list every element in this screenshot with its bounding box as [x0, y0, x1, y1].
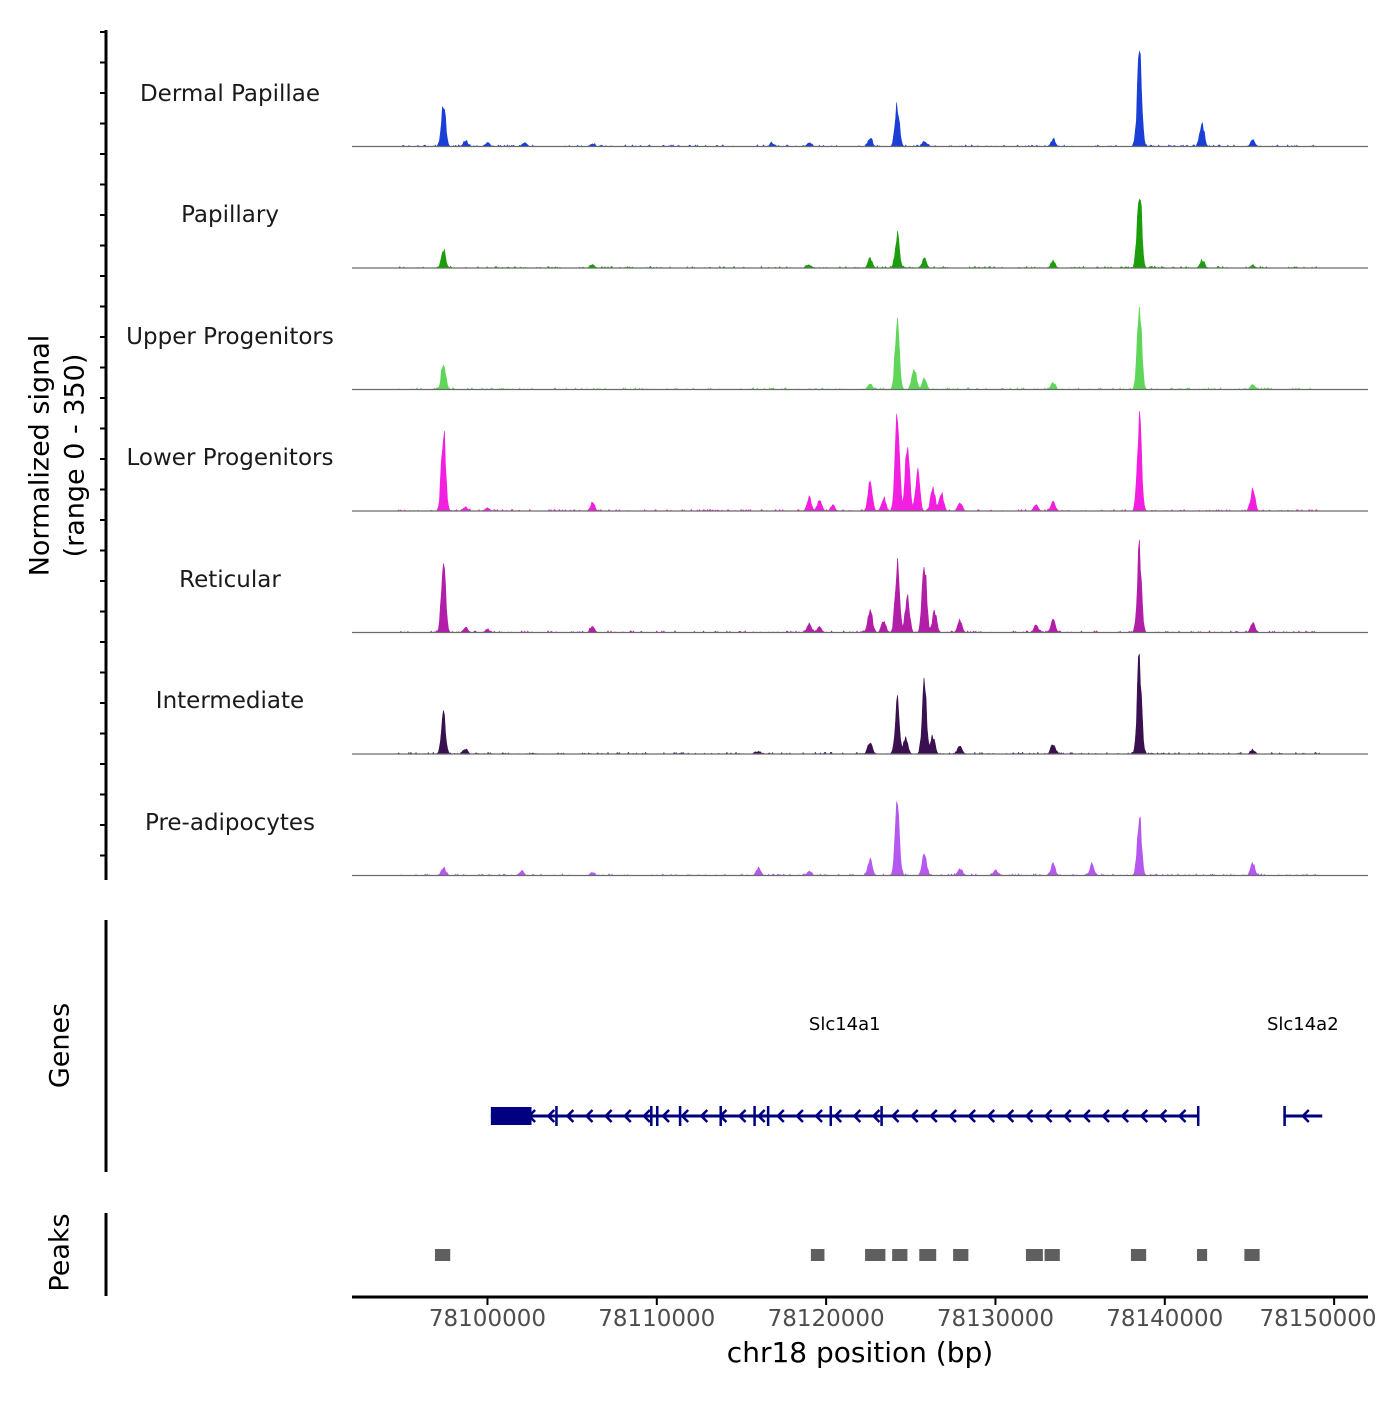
signal-area-upper-progenitors — [396, 306, 1321, 391]
signal-area-dermal-papillae — [397, 50, 1321, 148]
peak-region — [1025, 1249, 1043, 1261]
signal-area-lower-progenitors — [397, 410, 1321, 512]
strand-arrow — [756, 1109, 766, 1123]
strand-arrow — [814, 1109, 823, 1123]
gene-exon — [655, 1106, 659, 1126]
gene-exon — [678, 1106, 682, 1126]
track-label: Dermal Papillae — [139, 80, 321, 107]
signal-area-intermediate — [397, 653, 1321, 755]
strand-arrow — [642, 1109, 651, 1123]
strand-arrow — [909, 1109, 919, 1123]
strand-arrow — [1120, 1109, 1130, 1123]
strand-arrow — [622, 1109, 632, 1123]
gene-exon — [1196, 1106, 1200, 1126]
strand-arrow — [833, 1109, 843, 1123]
strand-arrow — [737, 1109, 747, 1123]
strand-arrow — [852, 1109, 862, 1123]
y-axis-title-line2: (range 0 - 350) — [59, 353, 91, 558]
track-label: Reticular — [179, 566, 281, 593]
gene-exon — [1283, 1106, 1286, 1126]
gene-exon — [766, 1106, 770, 1126]
y-axis-title-line1: Normalized signal — [24, 334, 56, 577]
strand-arrow — [871, 1109, 881, 1123]
peak-region — [919, 1249, 937, 1261]
x-tick-label: 78140000 — [1106, 1306, 1224, 1332]
gene-exon — [753, 1106, 756, 1126]
peak-region — [953, 1249, 969, 1261]
x-tick-label: 78100000 — [428, 1306, 546, 1332]
genes-panel-label: Genes — [44, 1002, 76, 1089]
strand-arrow — [1177, 1109, 1187, 1123]
x-tick-label: 78120000 — [767, 1306, 885, 1332]
strand-arrow — [967, 1109, 976, 1123]
strand-arrow — [565, 1109, 575, 1123]
gene-exon — [829, 1106, 833, 1126]
x-tick-label: 78110000 — [598, 1306, 716, 1332]
gene-label: Slc14a2 — [1266, 1014, 1339, 1035]
strand-arrow — [1024, 1109, 1034, 1123]
strand-arrow — [1139, 1109, 1149, 1123]
peak-region — [1044, 1249, 1060, 1261]
signal-area-reticular — [397, 539, 1321, 634]
strand-arrow — [584, 1109, 594, 1123]
gene-exon — [719, 1106, 722, 1126]
gene-exon — [490, 1107, 532, 1125]
strand-arrow — [1158, 1109, 1168, 1123]
track-label: Lower Progenitors — [126, 445, 334, 471]
strand-arrow — [776, 1109, 785, 1123]
peak-region — [1244, 1249, 1260, 1261]
peaks-panel-label: Peaks — [44, 1213, 76, 1292]
strand-arrow — [1043, 1109, 1053, 1123]
track-label: Upper Progenitors — [126, 323, 334, 350]
strand-arrow — [546, 1109, 556, 1123]
signal-area-pre-adipocytes — [397, 801, 1321, 877]
peak-region — [1130, 1249, 1147, 1261]
strand-arrow — [929, 1109, 938, 1123]
track-label: Intermediate — [155, 688, 305, 714]
strand-arrow — [661, 1109, 670, 1123]
strand-arrow — [1082, 1109, 1091, 1123]
gene-exon — [880, 1106, 883, 1126]
track-label: Papillary — [181, 202, 279, 228]
strand-arrow — [699, 1109, 709, 1123]
x-tick-label: 78130000 — [936, 1306, 1054, 1332]
gene-exon — [650, 1106, 653, 1126]
strand-arrow — [603, 1109, 613, 1123]
peak-region — [1196, 1249, 1208, 1261]
strand-arrow — [948, 1109, 957, 1123]
signal-area-papillary — [397, 199, 1321, 269]
strand-arrow — [1301, 1109, 1310, 1123]
peak-region — [434, 1249, 451, 1261]
gene-label: Slc14a1 — [808, 1014, 881, 1035]
strand-arrow — [1005, 1109, 1015, 1123]
strand-arrow — [986, 1109, 996, 1123]
x-tick-label: 78150000 — [1259, 1306, 1377, 1332]
strand-arrow — [1062, 1109, 1072, 1123]
gene-exon — [555, 1106, 558, 1126]
peak-region — [892, 1249, 908, 1261]
peak-region — [810, 1249, 825, 1261]
track-label: Pre-adipocytes — [144, 809, 316, 836]
strand-arrow — [1101, 1109, 1110, 1123]
strand-arrow — [795, 1109, 804, 1123]
peak-region — [865, 1249, 886, 1261]
strand-arrow — [890, 1109, 900, 1123]
strand-arrow — [680, 1109, 690, 1123]
x-axis-title: chr18 position (bp) — [726, 1336, 994, 1369]
